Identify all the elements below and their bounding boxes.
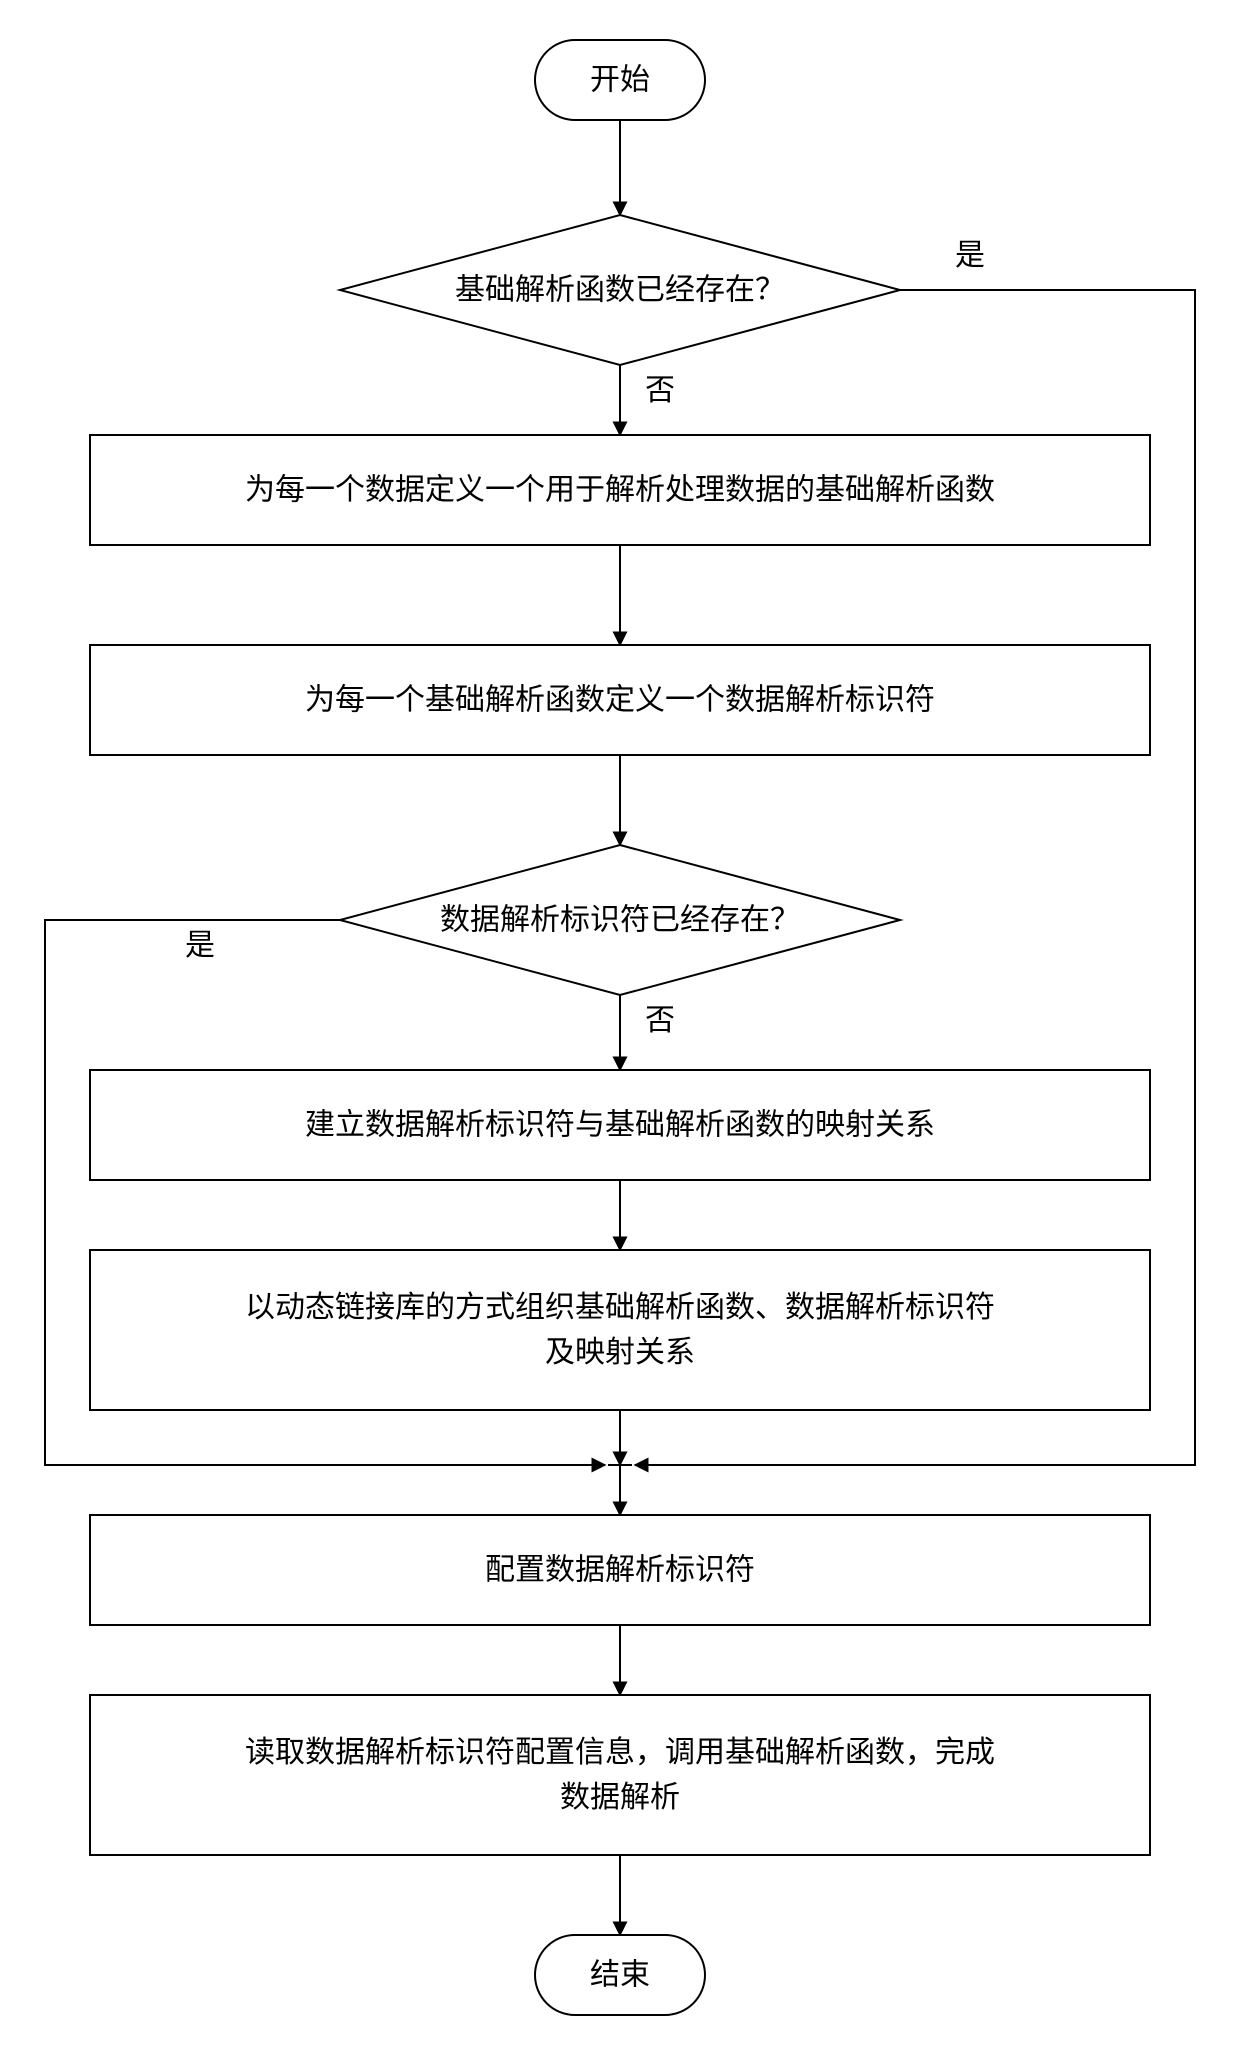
node-p3-text: 建立数据解析标识符与基础解析函数的映射关系 <box>305 1109 935 1142</box>
node-end: 结束 <box>535 1935 705 2015</box>
node-start-text: 开始 <box>590 64 650 97</box>
edge-d1-p1: 否 <box>620 365 675 435</box>
flowchart-canvas: 否否是是 开始基础解析函数已经存在？为每一个数据定义一个用于解析处理数据的基础解… <box>0 0 1240 2046</box>
node-start: 开始 <box>535 40 705 120</box>
node-d2: 数据解析标识符已经存在？ <box>340 845 900 995</box>
node-d1: 基础解析函数已经存在？ <box>340 215 900 365</box>
node-p4-text: 以动态链接库的方式组织基础解析函数、数据解析标识符 <box>245 1291 995 1324</box>
node-p4-text: 及映射关系 <box>545 1336 695 1369</box>
edge-label-d1-p1: 否 <box>645 374 675 407</box>
node-end-text: 结束 <box>590 1959 650 1992</box>
edge-label-d2-p3: 否 <box>645 1004 675 1037</box>
node-p6: 读取数据解析标识符配置信息，调用基础解析函数，完成数据解析 <box>90 1695 1150 1855</box>
node-p2-text: 为每一个基础解析函数定义一个数据解析标识符 <box>305 684 935 717</box>
edge-d2-p3: 否 <box>620 995 675 1070</box>
node-p4: 以动态链接库的方式组织基础解析函数、数据解析标识符及映射关系 <box>90 1250 1150 1410</box>
edges-layer: 否否是是 <box>45 120 1195 1935</box>
node-d2-text: 数据解析标识符已经存在？ <box>440 904 800 937</box>
node-p2: 为每一个基础解析函数定义一个数据解析标识符 <box>90 645 1150 755</box>
edge-label-d2-merge: 是 <box>185 929 215 962</box>
node-p3: 建立数据解析标识符与基础解析函数的映射关系 <box>90 1070 1150 1180</box>
node-p6-text: 数据解析 <box>560 1781 680 1814</box>
node-p5: 配置数据解析标识符 <box>90 1515 1150 1625</box>
node-p1-text: 为每一个数据定义一个用于解析处理数据的基础解析函数 <box>245 474 995 507</box>
node-d1-text: 基础解析函数已经存在？ <box>455 274 785 307</box>
node-p5-text: 配置数据解析标识符 <box>485 1554 755 1587</box>
edge-label-d1-merge: 是 <box>955 239 985 272</box>
node-p6-text: 读取数据解析标识符配置信息，调用基础解析函数，完成 <box>245 1736 995 1769</box>
node-p1: 为每一个数据定义一个用于解析处理数据的基础解析函数 <box>90 435 1150 545</box>
